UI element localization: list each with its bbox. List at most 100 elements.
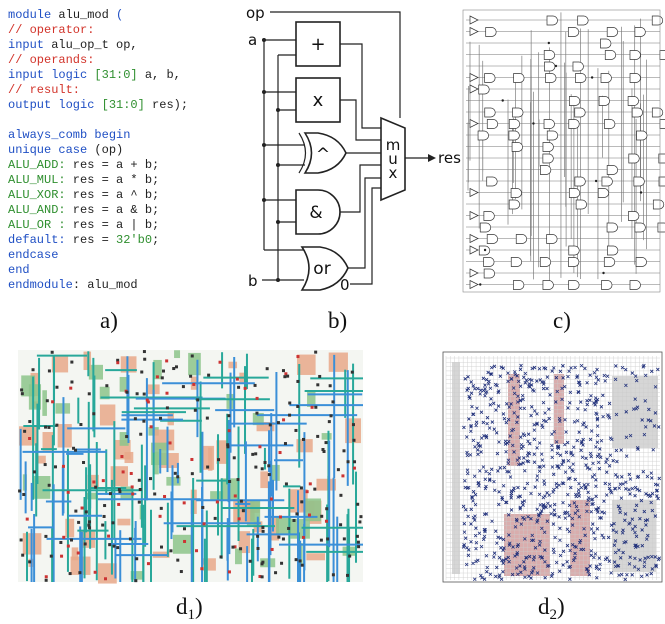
gate bbox=[652, 108, 663, 117]
arrow bbox=[428, 154, 436, 162]
via bbox=[302, 438, 305, 441]
gate bbox=[628, 97, 639, 106]
code-line: // operator: bbox=[8, 23, 94, 37]
junction bbox=[276, 278, 280, 282]
via bbox=[143, 393, 146, 396]
via bbox=[77, 521, 80, 524]
and-label: & bbox=[309, 203, 322, 223]
via bbox=[92, 480, 95, 483]
via bbox=[26, 518, 29, 521]
code-line: module alu_mod ( bbox=[8, 8, 123, 22]
gate bbox=[607, 166, 618, 175]
via bbox=[239, 547, 242, 550]
via bbox=[139, 433, 142, 436]
via bbox=[262, 530, 265, 533]
code-token: unique case bbox=[8, 143, 87, 157]
via bbox=[135, 557, 138, 560]
via bbox=[108, 543, 111, 546]
gate bbox=[630, 51, 641, 60]
cell bbox=[42, 390, 47, 416]
via bbox=[306, 490, 309, 493]
via bbox=[28, 437, 31, 440]
code-line: output logic [31:0] res); bbox=[8, 98, 188, 112]
via bbox=[169, 549, 172, 552]
gate bbox=[575, 177, 586, 186]
gate bbox=[601, 74, 612, 83]
caption-letter: d bbox=[538, 594, 550, 619]
code-line: ALU_AND: res = a & b; bbox=[8, 203, 159, 217]
via bbox=[74, 510, 77, 513]
via bbox=[321, 448, 324, 451]
via bbox=[59, 541, 62, 544]
via bbox=[280, 562, 283, 565]
via bbox=[316, 383, 319, 386]
gate bbox=[569, 189, 580, 198]
code-line: always_comb begin bbox=[8, 128, 130, 142]
via bbox=[196, 398, 199, 401]
via bbox=[103, 515, 106, 518]
code-token: ALU_MUL: bbox=[8, 173, 66, 187]
gate bbox=[635, 223, 646, 232]
via bbox=[311, 406, 314, 409]
gate bbox=[576, 74, 587, 83]
b-label: b bbox=[248, 272, 258, 290]
code-token: end bbox=[8, 263, 30, 277]
via bbox=[109, 492, 112, 495]
via bbox=[316, 435, 319, 438]
gate bbox=[478, 131, 489, 140]
via bbox=[47, 426, 50, 429]
via bbox=[343, 537, 346, 540]
gate bbox=[576, 200, 587, 209]
buffer bbox=[470, 74, 478, 82]
via bbox=[183, 540, 186, 543]
cell bbox=[173, 535, 193, 554]
gate bbox=[484, 212, 495, 221]
via bbox=[282, 418, 285, 421]
code-line: ALU_ADD: res = a + b; bbox=[8, 158, 159, 172]
buffer bbox=[470, 269, 478, 277]
via bbox=[138, 479, 141, 482]
via bbox=[21, 392, 24, 395]
via bbox=[67, 545, 70, 548]
via bbox=[219, 361, 222, 364]
via bbox=[125, 435, 128, 438]
junction bbox=[479, 283, 481, 285]
code-token: (op) bbox=[87, 143, 123, 157]
via bbox=[286, 375, 289, 378]
via bbox=[220, 555, 223, 558]
via bbox=[22, 493, 25, 496]
via bbox=[351, 371, 354, 374]
caption-close: ) bbox=[195, 594, 203, 619]
via bbox=[117, 503, 120, 506]
via bbox=[254, 384, 257, 387]
via bbox=[70, 380, 73, 383]
gate bbox=[607, 28, 618, 37]
cell bbox=[174, 350, 180, 358]
gate bbox=[604, 258, 615, 267]
code-line: input alu_op_t op, bbox=[8, 38, 138, 52]
via bbox=[249, 560, 252, 563]
gate bbox=[543, 143, 554, 152]
via bbox=[118, 490, 121, 493]
via bbox=[356, 535, 359, 538]
via bbox=[84, 542, 87, 545]
via bbox=[261, 562, 264, 565]
via bbox=[206, 466, 209, 469]
via bbox=[308, 514, 311, 517]
via bbox=[257, 547, 260, 550]
gate bbox=[484, 258, 495, 267]
via bbox=[33, 470, 36, 473]
via bbox=[55, 386, 58, 389]
via bbox=[320, 539, 323, 542]
via bbox=[352, 439, 355, 442]
junction bbox=[502, 99, 504, 101]
code-token: endmodule bbox=[8, 278, 73, 292]
cell bbox=[100, 404, 115, 425]
via bbox=[156, 375, 159, 378]
via bbox=[172, 367, 175, 370]
junction bbox=[262, 198, 266, 202]
via bbox=[116, 361, 119, 364]
via bbox=[300, 500, 303, 503]
via bbox=[44, 463, 47, 466]
junction bbox=[548, 42, 550, 44]
